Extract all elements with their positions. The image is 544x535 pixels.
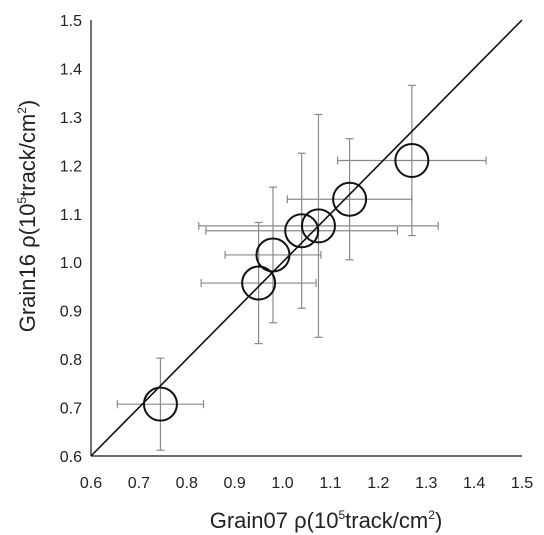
data-point-marker (241, 265, 277, 301)
y-tick-label: 1.3 (60, 110, 82, 127)
y-tick-label: 1.1 (60, 207, 82, 224)
data-point-marker (142, 386, 178, 422)
y-tick-label: 0.9 (60, 304, 82, 321)
x-tick-label: 0.9 (224, 475, 246, 492)
data-point-marker (255, 237, 291, 273)
markers-layer (142, 142, 430, 422)
y-tick-label: 0.7 (60, 401, 82, 418)
data-point-marker (300, 208, 336, 244)
y-tick-label: 0.8 (60, 352, 82, 369)
data-point-marker (284, 213, 320, 249)
x-tick-label: 1.4 (463, 475, 485, 492)
errorbars-layer (116, 84, 487, 451)
y-axis-title: Grain16 ρ(105track/cm2) (15, 100, 40, 333)
data-point-marker (332, 181, 368, 217)
x-axis-title: Grain07 ρ(105track/cm2) (210, 508, 443, 533)
y-tick-label: 1.0 (60, 255, 82, 272)
y-tick-label: 1.2 (60, 158, 82, 175)
y-tick-labels: 0.6 0.7 0.8 0.9 1.0 1.1 1.2 1.3 1.4 1.5 (60, 13, 82, 466)
x-tick-labels: 0.6 0.7 0.8 0.9 1.0 1.1 1.2 1.3 1.4 1.5 (80, 475, 533, 492)
data-point-marker (394, 142, 430, 178)
y-tick-label: 1.5 (60, 13, 82, 30)
x-tick-label: 1.1 (319, 475, 341, 492)
x-tick-label: 1.3 (415, 475, 437, 492)
y-tick-label: 1.4 (60, 61, 82, 78)
y-tick-label: 0.6 (60, 449, 82, 466)
x-tick-label: 0.6 (80, 475, 102, 492)
x-tick-label: 1.5 (511, 475, 533, 492)
x-tick-label: 0.7 (128, 475, 150, 492)
x-tick-label: 0.8 (176, 475, 198, 492)
x-tick-label: 1.2 (367, 475, 389, 492)
x-tick-label: 1.0 (271, 475, 293, 492)
